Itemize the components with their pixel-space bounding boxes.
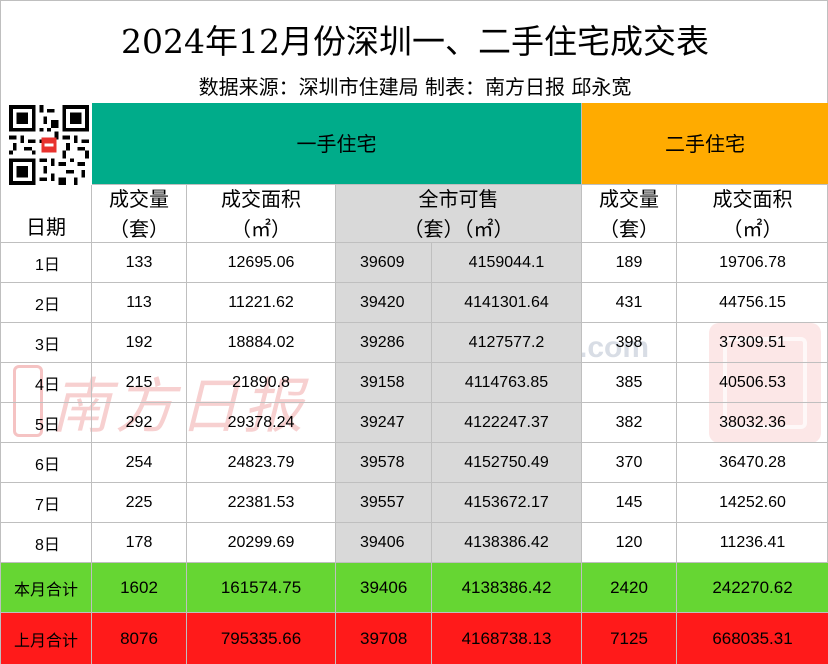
header-area-line-1: 成交面积 [221,186,301,211]
page-title: 2024年12月份深圳一、二手住宅成交表 [121,22,709,61]
table-cell: 19706.78 [677,243,828,283]
header-volume-line-2: （套） [109,216,169,241]
header-volume-2-line-2: （套） [599,216,659,241]
table-cell: 178 [92,523,187,563]
row-date: 8日 [1,523,92,563]
row-date: 4日 [1,363,92,403]
table-cell: 39406 [336,523,432,563]
table-cell: 382 [582,403,677,443]
table-cell: 4159044.1 [432,243,582,283]
row-date: 5日 [1,403,92,443]
header-volume-2: 成交量 （套） [582,185,677,243]
header-second-hand: 二手住宅 [582,103,828,185]
total-cell: 4168738.13 [432,613,582,664]
page-subtitle: 数据来源：深圳市住建局 制表：南方日报 邱永宽 [198,75,632,99]
row-date: 3日 [1,323,92,363]
table-cell: 36470.28 [677,443,828,483]
table-cell: 40506.53 [677,363,828,403]
table-cell: 24823.79 [187,443,336,483]
table-cell: 39578 [336,443,432,483]
header-area-2-line-1: 成交面积 [712,186,793,211]
table-cell: 14252.60 [677,483,828,523]
row-date: 7日 [1,483,92,523]
table-cell: 11236.41 [677,523,828,563]
table-cell: 431 [582,283,677,323]
total-cell: 39708 [336,613,432,664]
table-cell: 4141301.64 [432,283,582,323]
header-date: 日期 [1,185,92,243]
header-second-hand-line-1: 二手住宅 [665,131,745,156]
header-area-2-line-2: （㎡） [722,216,783,241]
table-cell: 145 [582,483,677,523]
qr-code-icon [9,105,89,185]
table-cell: 39609 [336,243,432,283]
header-area-line-2: （㎡） [231,216,291,241]
table-cell: 39286 [336,323,432,363]
table-cell: 215 [92,363,187,403]
table-cell: 4122247.37 [432,403,582,443]
header-market: 全市可售 （套）（㎡） [336,185,582,243]
total-cell: 4138386.42 [432,563,582,613]
total-cell: 2420 [582,563,677,613]
table-cell: 189 [582,243,677,283]
table-cell: 225 [92,483,187,523]
table-cell: 21890.8 [187,363,336,403]
header-market-line-1: 全市可售 [418,186,499,211]
header-area: 成交面积 （㎡） [187,185,336,243]
table-cell: 39557 [336,483,432,523]
table-cell: 11221.62 [187,283,336,323]
table-cell: 20299.69 [187,523,336,563]
header-volume: 成交量 （套） [92,185,187,243]
header-area-2: 成交面积 （㎡） [677,185,828,243]
total-cell: 39406 [336,563,432,613]
table-cell: 4152750.49 [432,443,582,483]
table-cell: 22381.53 [187,483,336,523]
table-cell: 192 [92,323,187,363]
header-date-line-1: 日期 [26,215,66,239]
table-cell: 44756.15 [677,283,828,323]
header-market-line-2: （套）（㎡） [403,216,514,241]
table-cell: 39247 [336,403,432,443]
header-volume-2-line-1: 成交量 [599,186,659,211]
total-cell: 795335.66 [187,613,336,664]
row-date: 2日 [1,283,92,323]
table-cell: 385 [582,363,677,403]
table-cell: 398 [582,323,677,363]
table-cell: 4114763.85 [432,363,582,403]
table-cell: 254 [92,443,187,483]
table-cell: 292 [92,403,187,443]
table-cell: 18884.02 [187,323,336,363]
total-cell: 161574.75 [187,563,336,613]
table-cell: 38032.36 [677,403,828,443]
table-cell: 12695.06 [187,243,336,283]
header-volume-line-1: 成交量 [109,186,169,211]
total-cell: 668035.31 [677,613,828,664]
table-cell: 29378.24 [187,403,336,443]
table-cell: 370 [582,443,677,483]
table-cell: 133 [92,243,187,283]
table-cell: 37309.51 [677,323,828,363]
row-date: 1日 [1,243,92,283]
table-cell: 4153672.17 [432,483,582,523]
table-cell: 120 [582,523,677,563]
total-cell: 7125 [582,613,677,664]
table-cell: 4138386.42 [432,523,582,563]
header-first-hand-line-1: 一手住宅 [296,131,377,156]
total-last-month-label: 上月合计 [1,613,92,664]
row-date: 6日 [1,443,92,483]
total-this-month-label: 本月合计 [1,563,92,613]
table-cell: 113 [92,283,187,323]
table-cell: 39420 [336,283,432,323]
table-cell: 39158 [336,363,432,403]
total-cell: 1602 [92,563,187,613]
total-cell: 8076 [92,613,187,664]
table-cell: 4127577.2 [432,323,582,363]
total-cell: 242270.62 [677,563,828,613]
header-first-hand: 一手住宅 [92,103,582,185]
